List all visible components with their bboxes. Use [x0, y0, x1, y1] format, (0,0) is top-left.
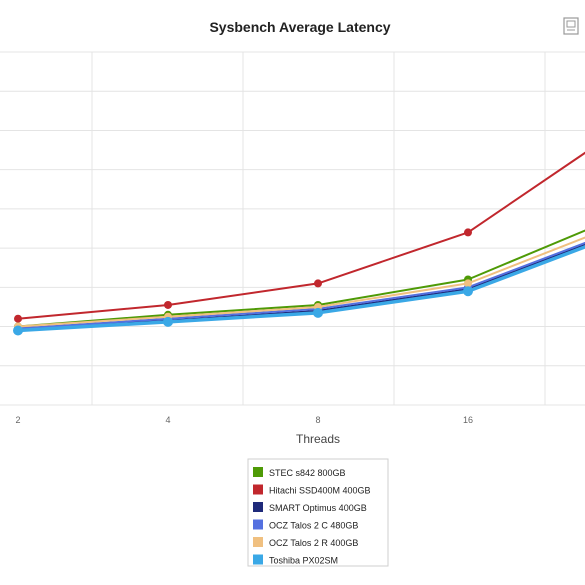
x-tick-label: 16 — [463, 415, 473, 425]
series-3[interactable] — [14, 230, 585, 333]
series-2[interactable] — [14, 232, 585, 333]
chart-title: Sysbench Average Latency — [209, 19, 390, 35]
legend-swatch[interactable] — [253, 554, 263, 565]
legend-swatch[interactable] — [253, 467, 263, 477]
x-tick-labels: 2 4 8 16 — [15, 415, 473, 425]
data-point[interactable] — [14, 314, 22, 323]
data-point[interactable] — [164, 300, 172, 309]
gridlines — [0, 51, 585, 406]
legend-swatch[interactable] — [253, 537, 263, 547]
series-line[interactable] — [17, 130, 585, 320]
series-1[interactable] — [14, 130, 585, 323]
series-group — [13, 130, 585, 336]
x-tick-label: 2 — [15, 415, 20, 425]
series-5[interactable] — [13, 234, 585, 336]
data-point[interactable] — [163, 316, 173, 327]
legend-label[interactable]: SMART Optimus 400GB — [269, 503, 367, 513]
legend[interactable]: STEC s842 800GB Hitachi SSD400M 400GB SMAR… — [247, 458, 389, 567]
x-tick-label: 4 — [165, 415, 170, 425]
series-line[interactable] — [17, 234, 585, 333]
data-point[interactable] — [464, 279, 472, 288]
data-point[interactable] — [463, 286, 473, 297]
x-axis-title: Threads — [296, 432, 340, 446]
legend-swatch[interactable] — [253, 484, 263, 495]
legend-label[interactable]: STEC s842 800GB — [269, 468, 346, 478]
data-point[interactable] — [313, 307, 323, 318]
legend-swatch[interactable] — [253, 519, 263, 530]
legend-swatch[interactable] — [253, 502, 263, 512]
data-point[interactable] — [464, 228, 472, 237]
legend-label[interactable]: OCZ Talos 2 C 480GB — [269, 521, 358, 531]
legend-label[interactable]: Toshiba PX02SM — [269, 556, 338, 566]
legend-box — [247, 458, 389, 567]
x-tick-label: 8 — [315, 415, 320, 425]
data-point[interactable] — [13, 325, 23, 336]
data-point[interactable] — [314, 279, 322, 288]
printer-icon[interactable] — [563, 17, 579, 35]
legend-label[interactable]: Hitachi SSD400M 400GB — [269, 486, 371, 496]
legend-label[interactable]: OCZ Talos 2 R 400GB — [269, 538, 358, 548]
